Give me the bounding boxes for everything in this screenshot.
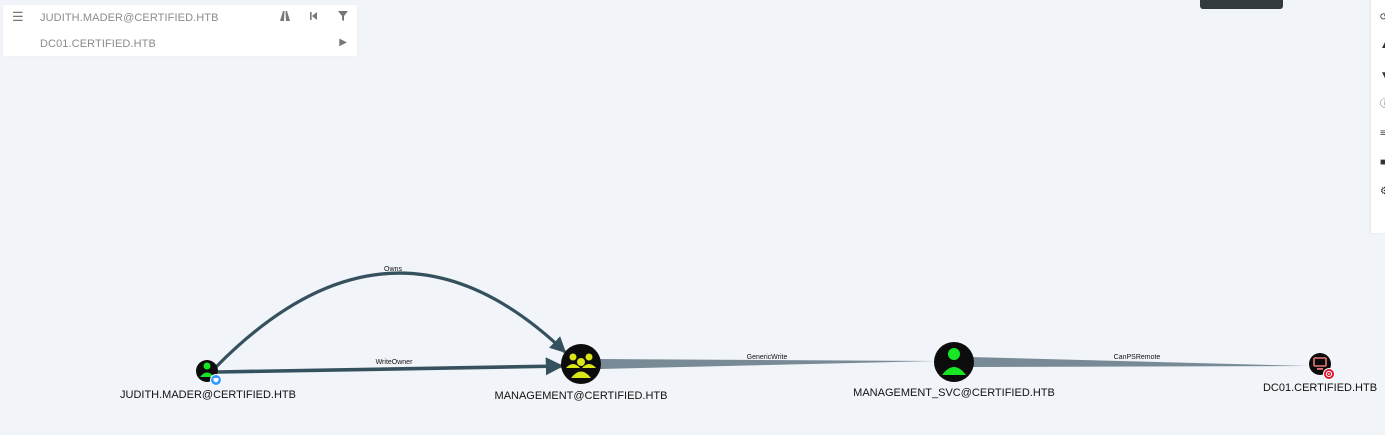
node-label-judith-mader: JUDITH.MADER@CERTIFIED.HTB [120, 389, 296, 401]
end-node-row[interactable]: DC01.CERTIFIED.HTB ▶ [3, 31, 357, 56]
user-icon [942, 348, 966, 375]
edge-label-owns: Owns [384, 266, 402, 273]
settings-icon[interactable]: ⚙ [1380, 186, 1385, 197]
owned-badge-icon [210, 374, 222, 386]
edge-label-writeowner: WriteOwner [376, 359, 413, 366]
edge-genericwrite[interactable]: GenericWrite [600, 354, 935, 369]
layout-icon[interactable]: ■ [1380, 157, 1385, 168]
pathfinding-panel: ☰ JUDITH.MADER@CERTIFIED.HTB DC01.CERTIF… [3, 5, 357, 56]
edge-label-canpsremote: CanPSRemote [1114, 354, 1161, 361]
filter-icon[interactable] [337, 10, 349, 25]
start-node-row[interactable]: ☰ JUDITH.MADER@CERTIFIED.HTB [3, 5, 357, 30]
edge-writeowner[interactable]: WriteOwner [217, 357, 564, 376]
back-icon[interactable] [309, 10, 319, 25]
node-judith-mader[interactable]: JUDITH.MADER@CERTIFIED.HTB [120, 360, 296, 401]
end-node-input[interactable]: DC01.CERTIFIED.HTB [40, 38, 156, 50]
node-management[interactable]: MANAGEMENT@CERTIFIED.HTB [495, 344, 668, 402]
node-dc01[interactable]: DC01.CERTIFIED.HTB [1263, 353, 1377, 394]
top-status-bar[interactable] [1200, 0, 1283, 9]
export-icon[interactable]: ▲ [1380, 40, 1385, 51]
info-icon[interactable]: ⓘ [1380, 99, 1385, 111]
edge-canpsremote[interactable]: CanPSRemote [970, 354, 1308, 367]
edge-label-genericwrite: GenericWrite [747, 354, 788, 361]
queries-icon[interactable]: ≡ [1380, 128, 1385, 139]
node-label-management: MANAGEMENT@CERTIFIED.HTB [495, 390, 668, 402]
group-icon [566, 353, 596, 378]
play-icon[interactable]: ▶ [339, 37, 347, 48]
node-management-svc[interactable]: MANAGEMENT_SVC@CERTIFIED.HTB [853, 342, 1055, 399]
right-toolbar: ⟳ ▲ ▼ ⓘ ≡ ■ ⚙ [1371, 0, 1385, 233]
menu-icon[interactable]: ☰ [12, 9, 24, 24]
start-node-input[interactable]: JUDITH.MADER@CERTIFIED.HTB [40, 12, 219, 24]
node-label-management-svc: MANAGEMENT_SVC@CERTIFIED.HTB [853, 387, 1055, 399]
pathfinding-icon[interactable] [279, 10, 291, 25]
edge-owns[interactable]: Owns [214, 266, 567, 369]
refresh-icon[interactable]: ⟳ [1380, 12, 1385, 23]
node-label-dc01: DC01.CERTIFIED.HTB [1263, 382, 1377, 394]
high-value-badge-icon [1323, 368, 1335, 380]
computer-icon [1313, 357, 1327, 370]
import-icon[interactable]: ▼ [1380, 70, 1385, 81]
user-icon [200, 362, 214, 377]
